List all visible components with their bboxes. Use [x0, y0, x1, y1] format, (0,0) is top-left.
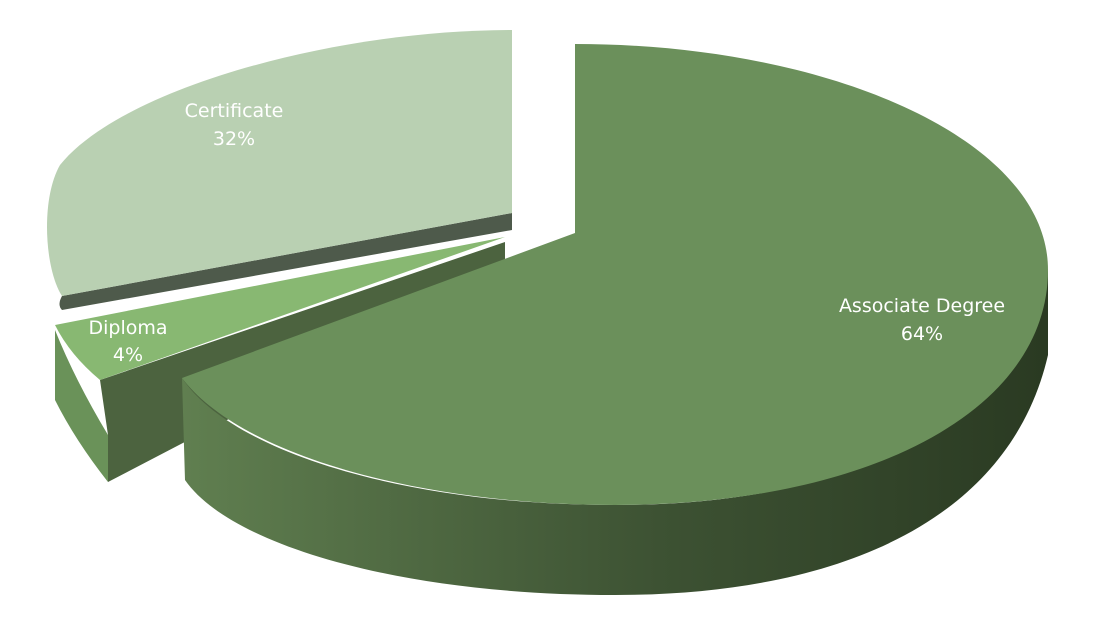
slice-certificate-side	[59, 213, 512, 310]
label-associate-degree-name: Associate Degree	[839, 295, 1005, 317]
slice-diploma-top	[55, 237, 505, 380]
slice-diploma-front	[55, 330, 108, 482]
label-associate-degree-value: 64%	[901, 323, 943, 345]
slice-associate-degree-side	[182, 270, 1048, 595]
slice-certificate-top	[47, 30, 512, 296]
label-diploma-value: 4%	[113, 344, 143, 366]
slice-certificate	[47, 30, 512, 310]
label-certificate-value: 32%	[213, 128, 255, 150]
slice-associate-degree	[182, 44, 1048, 595]
label-diploma-name: Diploma	[88, 317, 167, 339]
label-certificate-name: Certificate	[185, 100, 284, 122]
slice-associate-degree-top	[182, 44, 1048, 505]
